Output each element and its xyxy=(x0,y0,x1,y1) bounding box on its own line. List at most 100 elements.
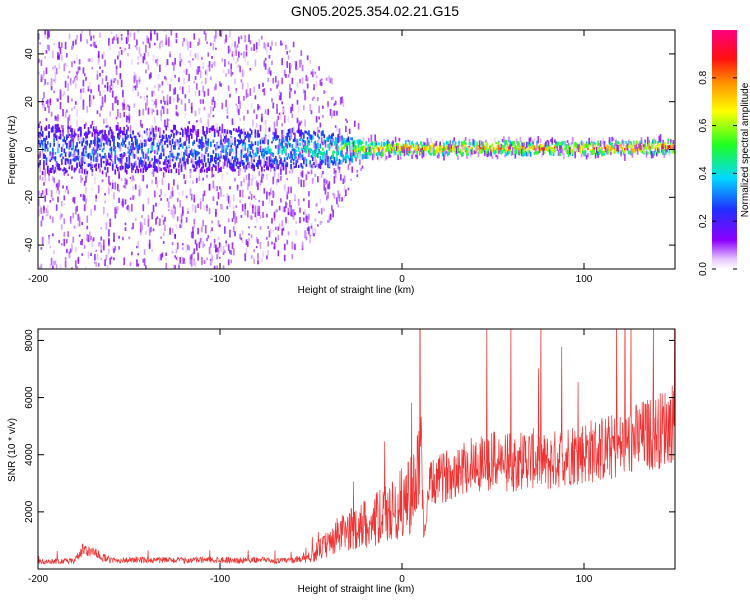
spectrogram-cell xyxy=(151,211,154,220)
spectrogram-cell xyxy=(524,151,527,156)
spectrogram-cell xyxy=(459,149,462,155)
spectrogram-cell xyxy=(300,179,303,187)
spectrogram-cell xyxy=(90,161,92,164)
spectrogram-cell xyxy=(203,154,206,160)
spectrogram-cell xyxy=(50,86,53,91)
spectrogram-cell xyxy=(167,164,170,171)
spectrogram-cell xyxy=(654,139,657,144)
spectrogram-cell xyxy=(176,139,179,143)
spectrogram-cell xyxy=(486,153,489,158)
spectrogram-cell xyxy=(556,142,559,147)
spectrogram-cell xyxy=(199,168,202,173)
spectrogram-cell xyxy=(304,156,306,161)
spectrogram-cell xyxy=(167,183,170,191)
spectrogram-cell xyxy=(271,60,273,65)
spectrogram-cell xyxy=(136,165,138,171)
spectrogram-cell xyxy=(175,39,178,44)
spectrogram-cell xyxy=(443,153,445,161)
spectrogram-cell xyxy=(506,143,509,149)
spectrogram-cell xyxy=(73,128,76,133)
spectrogram-cell xyxy=(88,82,91,90)
spectrogram-cell xyxy=(332,132,334,137)
spectrogram-cell xyxy=(283,254,286,262)
spectrogram-cell xyxy=(552,152,555,156)
spectrogram-cell xyxy=(38,209,40,217)
spectrogram-cell xyxy=(290,88,292,92)
spectrogram-cell xyxy=(292,41,295,48)
spectrogram-cell xyxy=(101,148,104,153)
spectrogram-cell xyxy=(314,165,317,168)
spectrogram-cell xyxy=(189,133,192,136)
spectrogram-cell xyxy=(81,167,83,174)
spectrogram-cell xyxy=(346,133,348,136)
spectrogram-cell xyxy=(171,241,174,246)
spectrogram-cell xyxy=(201,256,203,265)
spectrogram-cell xyxy=(67,117,69,125)
spectrogram-cell xyxy=(454,149,457,155)
spectrogram-cell xyxy=(110,256,113,260)
spectrogram-cell xyxy=(74,133,77,136)
spectrogram-cell xyxy=(257,238,259,244)
spectrogram-cell xyxy=(197,41,199,46)
spectrogram-cell xyxy=(226,129,229,135)
spectrogram-cell xyxy=(329,145,332,149)
spectrogram-cell xyxy=(246,183,249,190)
spectrogram-cell xyxy=(137,170,140,174)
spectrogram-cell xyxy=(244,142,247,149)
spectrogram-cell xyxy=(151,99,154,102)
spectrogram-cell xyxy=(557,141,560,145)
spectrogram-cell xyxy=(128,162,131,168)
spectrogram-cell xyxy=(287,133,290,137)
spectrogram-cell xyxy=(566,140,569,143)
spectrogram-cell xyxy=(102,142,105,148)
spectrogram-cell xyxy=(268,127,271,131)
spectrogram-cell xyxy=(288,91,291,99)
spectrogram-cell xyxy=(179,60,182,67)
spectrogram-cell xyxy=(96,158,99,163)
spectrogram-cell xyxy=(208,208,211,215)
spectrogram-cell xyxy=(76,74,78,81)
spectrogram-cell xyxy=(314,218,317,222)
spectrogram-cell xyxy=(156,142,159,148)
spectrogram-cell xyxy=(60,153,63,156)
spectrogram-cell xyxy=(333,103,336,106)
spectrogram-cell xyxy=(339,135,342,142)
spectrogram-cell xyxy=(209,248,212,256)
spectrogram-cell xyxy=(40,263,43,269)
spectrogram-cell xyxy=(209,157,212,163)
spectrogram-cell xyxy=(181,133,184,136)
spectrogram-cell xyxy=(134,45,137,48)
spectrogram-cell xyxy=(323,208,326,212)
spectrogram-cell xyxy=(290,106,292,114)
spectrogram-cell xyxy=(173,97,175,103)
spectrogram-cell xyxy=(510,141,513,144)
spectrogram-cell xyxy=(82,99,85,106)
spectrogram-cell xyxy=(528,137,531,145)
spectrogram-cell xyxy=(378,150,380,157)
spectrogram-cell xyxy=(209,141,212,147)
spectrogram-cell xyxy=(212,61,215,65)
spectrogram-cell xyxy=(192,141,194,146)
spectrogram-cell xyxy=(464,146,467,151)
spectrogram-cell xyxy=(74,39,77,45)
spectrogram-cell xyxy=(99,32,101,38)
spectrogram-cell xyxy=(346,143,348,147)
spectrogram-cell xyxy=(234,78,236,85)
spectrogram-cell xyxy=(204,32,207,41)
spectrogram-cell xyxy=(40,125,43,130)
spectrogram-cell xyxy=(241,240,244,244)
spectrogram-cell xyxy=(212,150,215,154)
spectrogram-cell xyxy=(131,166,133,174)
spectrogram-cell xyxy=(511,141,514,145)
spectrogram-cell xyxy=(156,147,159,153)
spectrogram-cell xyxy=(234,217,236,225)
spectrogram-cell xyxy=(57,123,59,129)
spectrogram-cell xyxy=(263,42,266,49)
spectrogram-cell xyxy=(644,143,647,149)
spectrogram-cell xyxy=(54,260,57,265)
spectrogram-cell xyxy=(259,241,262,249)
spectrogram-cell xyxy=(77,156,80,161)
spectrogram-cell xyxy=(331,205,333,211)
spectrogram-cell xyxy=(106,85,109,92)
spectrogram-cell xyxy=(652,140,654,143)
